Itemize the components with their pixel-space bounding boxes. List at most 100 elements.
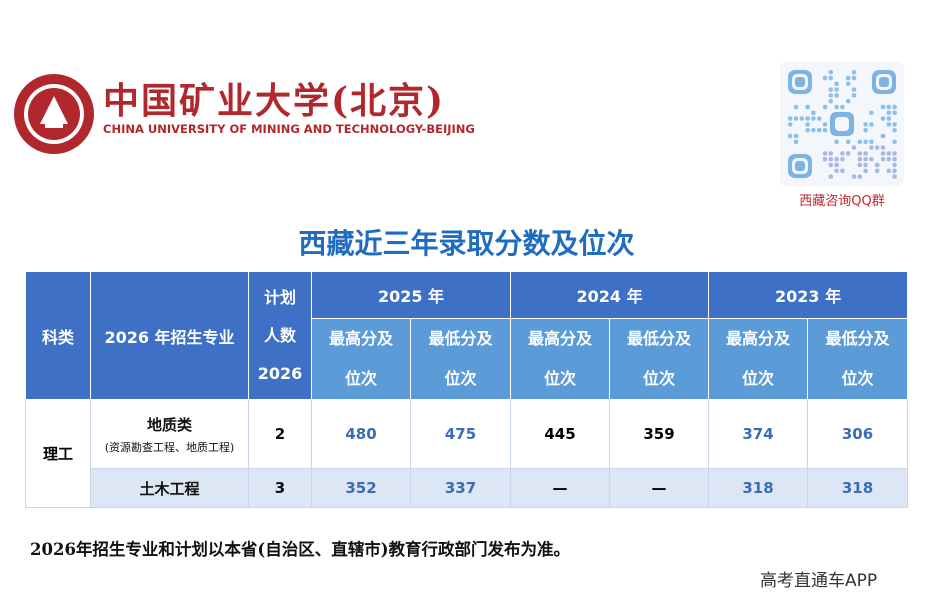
qr-dot [834,139,839,144]
qr-dot [817,128,822,133]
qr-dot [879,77,889,87]
major: 土木工程 [90,468,249,508]
qr-dot [822,122,828,127]
header-year: 2024 年 [510,271,710,319]
qr-dot [892,122,897,127]
qr-dot [851,75,857,81]
score: 352 [311,468,411,508]
qr-dot [880,145,886,150]
qr-dot [892,104,897,110]
header-sub-text: 最低分及位次 [428,329,493,388]
qr-dot [886,151,891,156]
header-sub: 最低分及位次 [807,318,909,400]
score: 337 [409,468,512,508]
major-name: 地质类 [146,415,192,434]
qr-dot [828,151,833,156]
qr-dot [822,151,828,156]
qr-dot [835,117,849,131]
qr-dot [892,157,897,162]
qr-dot [851,70,857,75]
score-table: 科类 2026 年招生专业 计划 人数 2026 2025 年 2024 年 202… [25,271,909,508]
score: 318 [807,468,909,508]
qr-dot [822,157,828,162]
qr-dot [886,122,891,127]
score: 445 [510,399,611,469]
qr-dot [811,110,816,115]
header-sub-text: 最低分及位次 [627,329,692,388]
qr-dot [834,104,839,110]
note: 2026年招生专业和计划以本省(自治区、直辖市)教育行政部门发布为准。 [30,540,571,559]
qr-dot [828,162,833,168]
header-sub-text: 最低分及位次 [825,329,890,388]
header-year: 2025 年 [310,271,512,319]
qr-dot [822,104,828,110]
qr-dot [851,87,857,92]
qr-dot [840,168,845,173]
header-sub: 最高分及位次 [510,318,611,400]
score: 318 [708,468,809,508]
qr-dot [869,157,874,162]
qr-dot [892,128,897,133]
qr-dot [811,128,816,133]
qr-dot [892,139,897,144]
qr-dot [793,116,799,121]
header-sub: 最低分及位次 [609,318,710,400]
qr-dot [863,122,868,127]
header-category: 科类 [25,271,91,400]
header-sub: 最低分及位次 [409,318,512,400]
plan: 3 [248,468,312,508]
qr-dot [846,99,851,104]
header-major: 2026 年招生专业 [90,271,249,400]
qr-dot [869,110,874,115]
plan: 2 [248,399,312,469]
emblem [14,74,94,154]
qr-dot [857,162,862,168]
qr-dot [851,93,857,98]
qr-dot [805,122,810,127]
qr-dot [834,81,839,86]
qr-dot [886,168,891,173]
qr-dot [886,110,891,115]
qr-dot [857,139,862,144]
qr-dot [875,145,880,150]
qr-dot [822,128,828,133]
qr-dot [828,157,833,162]
qr-dot [892,110,897,115]
qr-dot [828,93,833,98]
qr-dot [828,70,833,75]
qr-dot [851,174,857,179]
qr-dot [828,99,833,104]
qr-dot [834,87,839,92]
qr-dot [869,122,874,127]
qr-dot [811,116,816,121]
qr-dot [857,174,862,179]
qr-dot [880,151,886,156]
qr-dot [869,145,874,150]
score: 374 [708,399,809,469]
qr-dot [788,133,793,139]
qr-dot [795,161,805,171]
qr-dot [795,77,805,87]
qr-code [780,62,904,186]
header-plan-line: 计划 [263,287,296,307]
qr-dot [805,116,810,121]
qr-dot [788,116,793,121]
major-detail: (资源勘查工程、地质工程) [104,440,235,454]
qr-dot [880,104,886,110]
qr-dot [892,174,897,179]
qr-dot [834,162,839,168]
header-year: 2023 年 [708,271,909,319]
qr-dot [846,151,851,156]
qr-dot [880,133,886,139]
qr-dot [863,151,868,156]
qr-dot [869,139,874,144]
score: 480 [311,399,411,469]
qr-dot [828,174,833,179]
header-plan: 计划 人数 2026 [248,271,312,400]
header-sub-text: 最高分及位次 [528,329,593,388]
qr-dot [805,104,810,110]
qr-dot [840,104,845,110]
header-sub: 最高分及位次 [311,318,411,400]
title: 西藏近三年录取分数及位次 [298,227,635,260]
